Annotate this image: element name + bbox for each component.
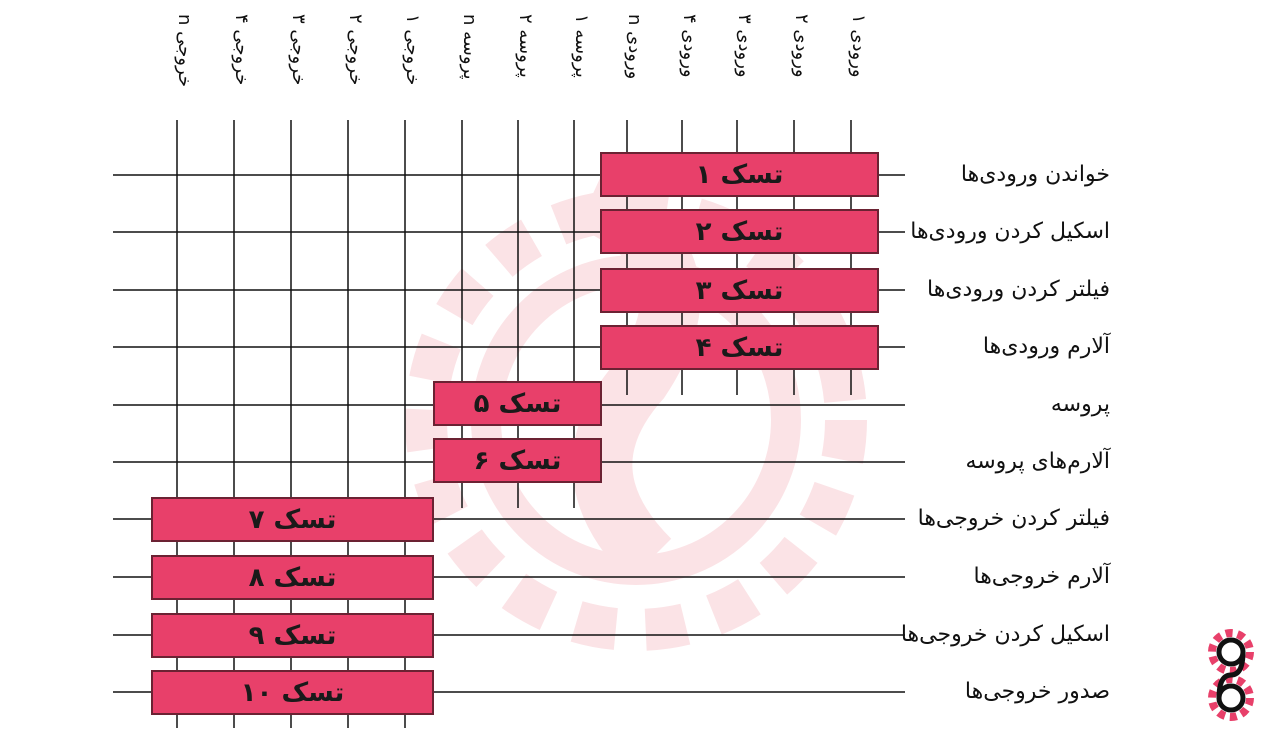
row-label-alarm-outputs: آلارم خروجی‌ها: [973, 564, 1110, 589]
task-box-4: تسک ۴: [600, 325, 879, 370]
task-box-8: تسک ۸: [151, 555, 434, 600]
row-label-scale-inputs: اسکیل کردن ورودی‌ها: [910, 219, 1110, 244]
task-box-10: تسک ۱۰: [151, 670, 434, 715]
column-label-output-1: خروجی ۱: [402, 14, 423, 86]
column-label-process-2: پروسه ۲: [515, 14, 536, 78]
task-box-5: تسک ۵: [433, 381, 602, 426]
column-label-input-4: ورودی ۴: [679, 14, 700, 78]
row-label-filter-inputs: فیلتر کردن ورودی‌ها: [927, 277, 1110, 302]
brand-logo-icon: [1208, 629, 1254, 721]
column-label-input-3: ورودی ۳: [734, 14, 755, 78]
row-label-filter-outputs: فیلتر کردن خروجی‌ها: [917, 506, 1110, 531]
row-label-scale-outputs: اسکیل کردن خروجی‌ها: [900, 622, 1110, 647]
column-label-input-2: ورودی ۲: [791, 14, 812, 78]
task-box-9: تسک ۹: [151, 613, 434, 658]
column-label-output-3: خروجی ۳: [288, 14, 309, 86]
column-label-process-n: پروسه n: [459, 14, 480, 80]
column-label-output-2: خروجی ۲: [345, 14, 366, 86]
column-label-output-4: خروجی ۴: [231, 14, 252, 86]
task-box-3: تسک ۳: [600, 268, 879, 313]
task-box-7: تسک ۷: [151, 497, 434, 542]
column-label-input-n: ورودی n: [624, 14, 645, 80]
column-label-output-n: خروجی n: [174, 14, 195, 88]
row-label-alarm-inputs: آلارم ورودی‌ها: [982, 334, 1110, 359]
row-label-read-inputs: خواندن ورودی‌ها: [960, 162, 1110, 187]
task-box-6: تسک ۶: [433, 438, 602, 483]
row-label-process: پروسه: [1050, 392, 1110, 417]
column-label-process-1: پروسه ۱: [571, 14, 592, 78]
task-box-2: تسک ۲: [600, 209, 879, 254]
row-label-process-alarms: آلارم‌های پروسه: [965, 449, 1110, 474]
column-label-input-1: ورودی ۱: [848, 14, 869, 78]
task-box-1: تسک ۱: [600, 152, 879, 197]
row-label-write-outputs: صدور خروجی‌ها: [964, 679, 1110, 704]
